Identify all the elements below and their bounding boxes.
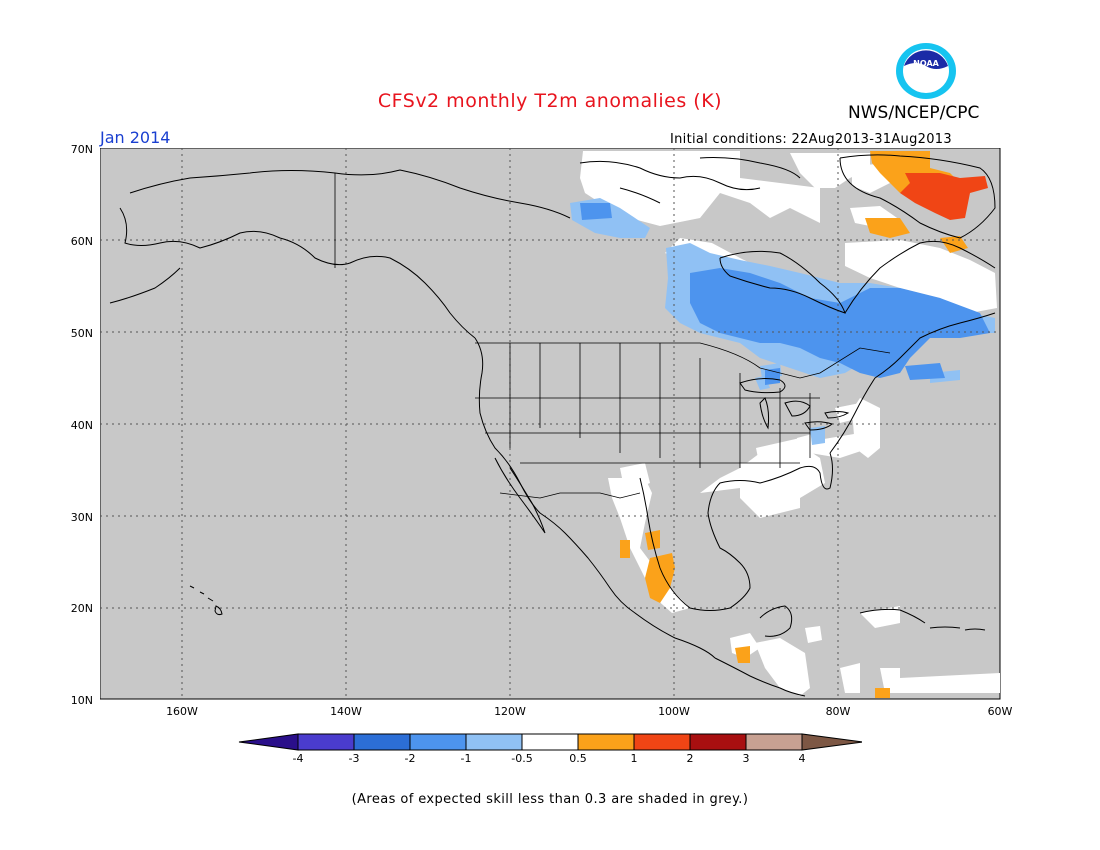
colorbar-bin — [353, 733, 411, 751]
agency-label: NWS/NCEP/CPC — [848, 103, 980, 123]
lat-label: 30N — [70, 511, 93, 524]
lon-label: 60W — [987, 705, 1013, 718]
graticule — [100, 148, 1000, 699]
colorbar-left-arrow — [238, 733, 299, 751]
colorbar-tick: 1 — [630, 752, 638, 765]
lon-label: 100W — [658, 705, 690, 718]
colorbar-tick: -4 — [292, 752, 304, 765]
red-anomaly-areas — [900, 173, 988, 220]
noaa-logo: NOAA — [896, 43, 956, 99]
colorbar-bin — [577, 733, 635, 751]
lat-label: 40N — [70, 419, 93, 432]
lat-label: 10N — [70, 694, 93, 707]
lon-label: 160W — [166, 705, 198, 718]
political-borders — [334, 173, 891, 499]
lat-label: 60N — [70, 235, 93, 248]
lat-label: 50N — [70, 327, 93, 340]
colorbar-bin — [465, 733, 523, 751]
colorbar-right-arrow — [801, 733, 862, 751]
colorbar-tick: 3 — [742, 752, 750, 765]
lon-label: 120W — [494, 705, 526, 718]
initial-conditions-label: Initial conditions: 22Aug2013-31Aug2013 — [670, 132, 952, 147]
lat-label: 20N — [70, 602, 93, 615]
anomaly-map — [100, 148, 1001, 700]
colorbar-bin — [521, 733, 579, 751]
colorbar-tick: -0.5 — [511, 752, 533, 765]
map-title: CFSv2 monthly T2m anomalies (K) — [377, 90, 723, 112]
colorbar-bin — [297, 733, 355, 751]
coastlines — [109, 154, 996, 697]
colorbar-tick: 4 — [798, 752, 806, 765]
lat-label: 70N — [70, 143, 93, 156]
colorbar-tick: -1 — [460, 752, 472, 765]
colorbar-bin — [633, 733, 691, 751]
colorbar-bin — [409, 733, 467, 751]
lon-label: 80W — [825, 705, 851, 718]
blue-anomaly-areas — [580, 203, 990, 385]
skill-footnote: (Areas of expected skill less than 0.3 a… — [351, 792, 749, 807]
lon-label: 140W — [330, 705, 362, 718]
colorbar-tick: -2 — [404, 752, 416, 765]
colorbar-tick: 2 — [686, 752, 694, 765]
colorbar — [238, 733, 862, 751]
colorbar-tick: 0.5 — [569, 752, 587, 765]
logo-text: NOAA — [913, 59, 939, 68]
colorbar-tick: -3 — [348, 752, 360, 765]
colorbar-bin — [689, 733, 747, 751]
colorbar-bin — [745, 733, 803, 751]
valid-month-label: Jan 2014 — [100, 128, 171, 147]
